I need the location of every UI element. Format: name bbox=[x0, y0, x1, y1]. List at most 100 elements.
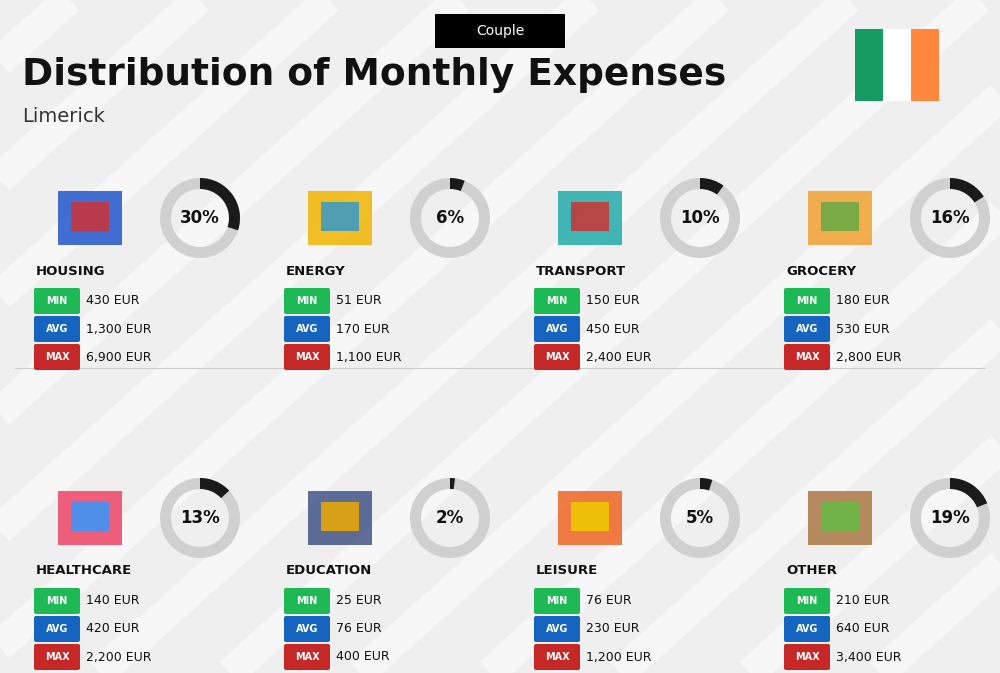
Bar bbox=[71, 202, 109, 231]
Text: MAX: MAX bbox=[795, 352, 819, 362]
FancyBboxPatch shape bbox=[284, 616, 330, 642]
Text: 6,900 EUR: 6,900 EUR bbox=[86, 351, 152, 363]
Wedge shape bbox=[410, 478, 490, 558]
Bar bbox=[821, 202, 859, 231]
Text: 1,100 EUR: 1,100 EUR bbox=[336, 351, 402, 363]
Text: TRANSPORT: TRANSPORT bbox=[536, 264, 626, 277]
Text: MAX: MAX bbox=[545, 652, 569, 662]
FancyBboxPatch shape bbox=[784, 588, 830, 614]
Text: 30%: 30% bbox=[180, 209, 220, 227]
Text: 2,200 EUR: 2,200 EUR bbox=[86, 651, 152, 664]
Wedge shape bbox=[160, 478, 240, 558]
Text: 400 EUR: 400 EUR bbox=[336, 651, 390, 664]
FancyBboxPatch shape bbox=[284, 344, 330, 370]
Text: MAX: MAX bbox=[545, 352, 569, 362]
Text: 19%: 19% bbox=[930, 509, 970, 527]
Bar bbox=[558, 491, 622, 545]
Text: 2,400 EUR: 2,400 EUR bbox=[586, 351, 652, 363]
FancyBboxPatch shape bbox=[284, 288, 330, 314]
Text: 180 EUR: 180 EUR bbox=[836, 295, 890, 308]
Text: MIN: MIN bbox=[796, 296, 818, 306]
Bar bbox=[821, 502, 859, 531]
FancyBboxPatch shape bbox=[534, 288, 580, 314]
Wedge shape bbox=[910, 178, 990, 258]
Text: 76 EUR: 76 EUR bbox=[586, 594, 632, 608]
Text: GROCERY: GROCERY bbox=[786, 264, 856, 277]
FancyBboxPatch shape bbox=[534, 588, 580, 614]
Wedge shape bbox=[660, 478, 740, 558]
Wedge shape bbox=[200, 478, 229, 498]
Text: HOUSING: HOUSING bbox=[36, 264, 106, 277]
Text: MAX: MAX bbox=[295, 652, 319, 662]
Text: MIN: MIN bbox=[796, 596, 818, 606]
Bar bbox=[58, 191, 122, 245]
Text: MAX: MAX bbox=[795, 652, 819, 662]
Bar bbox=[308, 191, 372, 245]
Text: 3,400 EUR: 3,400 EUR bbox=[836, 651, 902, 664]
Text: HEALTHCARE: HEALTHCARE bbox=[36, 565, 132, 577]
Text: 25 EUR: 25 EUR bbox=[336, 594, 382, 608]
Wedge shape bbox=[950, 178, 984, 203]
FancyBboxPatch shape bbox=[784, 316, 830, 342]
Wedge shape bbox=[700, 478, 712, 491]
FancyBboxPatch shape bbox=[34, 588, 80, 614]
Text: MAX: MAX bbox=[45, 652, 69, 662]
Text: AVG: AVG bbox=[296, 324, 318, 334]
Text: 13%: 13% bbox=[180, 509, 220, 527]
FancyBboxPatch shape bbox=[435, 14, 565, 48]
Bar bbox=[911, 29, 939, 101]
Text: EDUCATION: EDUCATION bbox=[286, 565, 372, 577]
Text: 1,300 EUR: 1,300 EUR bbox=[86, 322, 152, 336]
FancyBboxPatch shape bbox=[34, 316, 80, 342]
Wedge shape bbox=[950, 478, 987, 507]
Wedge shape bbox=[450, 178, 465, 191]
FancyBboxPatch shape bbox=[784, 616, 830, 642]
Wedge shape bbox=[160, 178, 240, 258]
Text: AVG: AVG bbox=[296, 624, 318, 634]
Wedge shape bbox=[660, 178, 740, 258]
Text: 5%: 5% bbox=[686, 509, 714, 527]
Bar bbox=[321, 202, 359, 231]
Text: 150 EUR: 150 EUR bbox=[586, 295, 640, 308]
Text: AVG: AVG bbox=[546, 624, 568, 634]
Text: 230 EUR: 230 EUR bbox=[586, 623, 640, 635]
Bar bbox=[883, 29, 911, 101]
Text: 170 EUR: 170 EUR bbox=[336, 322, 390, 336]
Text: 2%: 2% bbox=[436, 509, 464, 527]
Text: MIN: MIN bbox=[296, 296, 318, 306]
Text: OTHER: OTHER bbox=[786, 565, 837, 577]
Wedge shape bbox=[700, 178, 724, 194]
Text: MAX: MAX bbox=[45, 352, 69, 362]
Text: MIN: MIN bbox=[546, 596, 568, 606]
Text: 51 EUR: 51 EUR bbox=[336, 295, 382, 308]
Text: 530 EUR: 530 EUR bbox=[836, 322, 890, 336]
Text: AVG: AVG bbox=[46, 624, 68, 634]
Bar bbox=[808, 191, 872, 245]
Text: 210 EUR: 210 EUR bbox=[836, 594, 890, 608]
FancyBboxPatch shape bbox=[534, 344, 580, 370]
FancyBboxPatch shape bbox=[784, 288, 830, 314]
FancyBboxPatch shape bbox=[34, 288, 80, 314]
Text: 430 EUR: 430 EUR bbox=[86, 295, 140, 308]
Text: AVG: AVG bbox=[46, 324, 68, 334]
Wedge shape bbox=[450, 478, 455, 489]
Text: 10%: 10% bbox=[680, 209, 720, 227]
Text: 140 EUR: 140 EUR bbox=[86, 594, 140, 608]
Bar bbox=[58, 491, 122, 545]
Bar bbox=[571, 202, 609, 231]
Text: 640 EUR: 640 EUR bbox=[836, 623, 890, 635]
FancyBboxPatch shape bbox=[34, 344, 80, 370]
Text: AVG: AVG bbox=[796, 324, 818, 334]
Text: Limerick: Limerick bbox=[22, 108, 105, 127]
Text: 1,200 EUR: 1,200 EUR bbox=[586, 651, 652, 664]
Bar bbox=[308, 491, 372, 545]
Wedge shape bbox=[410, 178, 490, 258]
Text: MAX: MAX bbox=[295, 352, 319, 362]
FancyBboxPatch shape bbox=[34, 616, 80, 642]
Text: Couple: Couple bbox=[476, 24, 524, 38]
Text: ENERGY: ENERGY bbox=[286, 264, 346, 277]
FancyBboxPatch shape bbox=[534, 644, 580, 670]
Text: 450 EUR: 450 EUR bbox=[586, 322, 640, 336]
Text: AVG: AVG bbox=[546, 324, 568, 334]
Text: MIN: MIN bbox=[46, 596, 68, 606]
